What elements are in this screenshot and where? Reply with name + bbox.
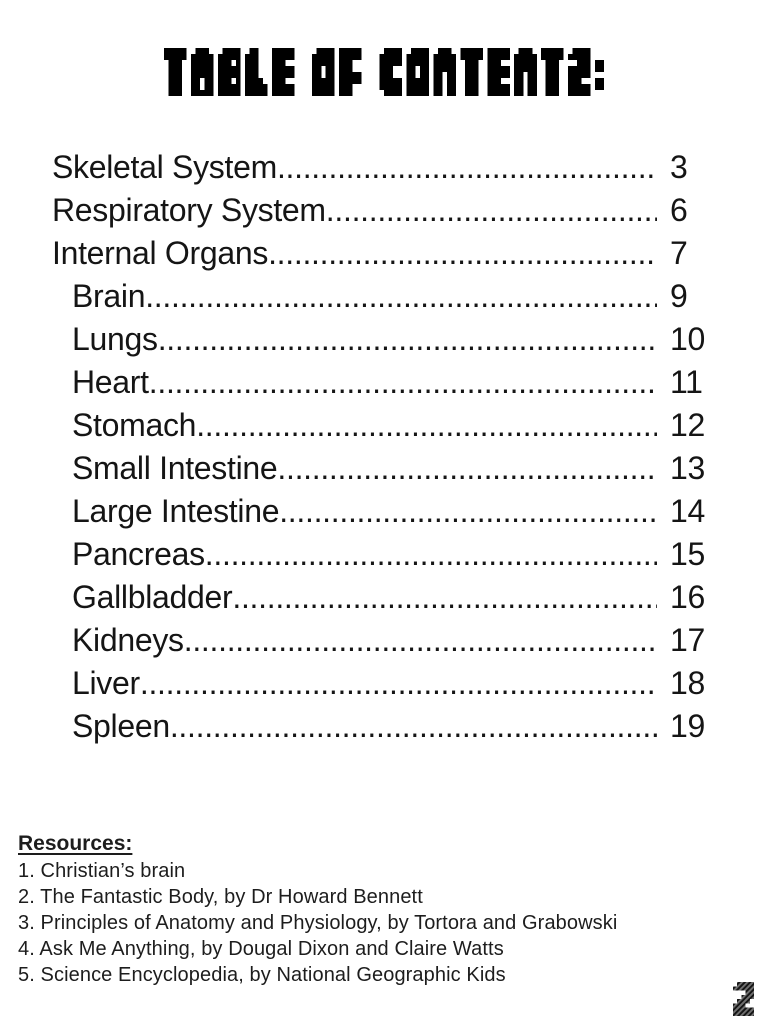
toc-entry-label: Liver [72, 665, 140, 701]
toc-dot-leader: ........................................… [268, 235, 657, 271]
toc-entry-page-number: 19 [670, 708, 705, 744]
toc-entry: Internal Organs.........................… [52, 235, 712, 278]
resources-list: 1. Christian’s brain 2. The Fantastic Bod… [18, 858, 617, 988]
resource-item: 1. Christian’s brain [18, 860, 186, 882]
resource-item: 4. Ask Me Anything, by Dougal Dixon and … [18, 938, 504, 960]
toc-entry: Kidneys.................................… [52, 622, 712, 665]
toc-entry-label: Skeletal System [52, 149, 277, 185]
toc-entry-page-number: 10 [670, 321, 705, 357]
toc-dot-leader: ........................................… [157, 321, 657, 357]
toc-entry: Small Intestine.........................… [52, 450, 712, 493]
toc-entry: Gallbladder.............................… [52, 579, 712, 622]
toc-entry-page-number: 3 [670, 149, 688, 185]
toc-entry-label: Respiratory System [52, 192, 326, 228]
toc-entry-label: Internal Organs [52, 235, 269, 271]
toc-entry: Spleen..................................… [52, 708, 712, 751]
toc-dot-leader: ........................................… [277, 450, 657, 486]
toc-dot-leader: ........................................… [232, 579, 657, 615]
toc-dot-leader: ........................................… [276, 149, 657, 185]
page-header [0, 48, 768, 101]
toc-entry: Stomach.................................… [52, 407, 712, 450]
resource-item: 2. The Fantastic Body, by Dr Howard Benn… [18, 886, 423, 908]
toc-entry-page-number: 14 [670, 493, 705, 529]
resources-section: Resources: 1. Christian’s brain 2. The Fa… [18, 831, 617, 988]
toc-entry: Lungs...................................… [52, 321, 712, 364]
page-title [164, 48, 604, 96]
toc-dot-leader: ........................................… [325, 192, 657, 228]
toc-entry-label: Brain [72, 278, 146, 314]
table-of-contents: Skeletal System.........................… [52, 149, 712, 751]
toc-entry-label: Heart [72, 364, 149, 400]
toc-dot-leader: ........................................… [204, 536, 657, 572]
toc-entry-page-number: 6 [670, 192, 688, 228]
page-number [733, 982, 755, 1017]
toc-entry: Liver...................................… [52, 665, 712, 708]
toc-dot-leader: ........................................… [169, 708, 657, 744]
toc-entry-page-number: 7 [670, 235, 688, 271]
toc-entry: Brain...................................… [52, 278, 712, 321]
toc-entry-label: Gallbladder [72, 579, 233, 615]
toc-entry: Pancreas................................… [52, 536, 712, 579]
toc-dot-leader: ........................................… [196, 407, 657, 443]
resource-item: 3. Principles of Anatomy and Physiology,… [18, 912, 618, 934]
toc-dot-leader: ........................................… [139, 665, 657, 701]
toc-entry-page-number: 17 [670, 622, 705, 658]
toc-entry-page-number: 13 [670, 450, 705, 486]
toc-dot-leader: ........................................… [145, 278, 657, 314]
toc-entry-label: Small Intestine [72, 450, 278, 486]
toc-entry-page-number: 18 [670, 665, 705, 701]
toc-dot-leader: ........................................… [148, 364, 657, 400]
toc-entry: Large Intestine.........................… [52, 493, 712, 536]
toc-entry: Heart...................................… [52, 364, 712, 407]
toc-entry-label: Large Intestine [72, 493, 280, 529]
toc-entry-page-number: 15 [670, 536, 705, 572]
toc-entry: Respiratory System......................… [52, 192, 712, 235]
toc-dot-leader: ........................................… [279, 493, 657, 529]
toc-entry-page-number: 11 [670, 364, 703, 400]
toc-entry-label: Pancreas [72, 536, 205, 572]
resource-item: 5. Science Encyclopedia, by National Geo… [18, 964, 506, 986]
toc-entry-page-number: 9 [670, 278, 688, 314]
resources-heading: Resources: [18, 832, 133, 855]
toc-entry-page-number: 12 [670, 407, 705, 443]
toc-entry-label: Spleen [72, 708, 170, 744]
toc-entry-page-number: 16 [670, 579, 705, 615]
toc-entry-label: Stomach [72, 407, 197, 443]
toc-entry-label: Lungs [72, 321, 158, 357]
page-number-digit [733, 982, 755, 1017]
toc-entry: Skeletal System.........................… [52, 149, 712, 192]
toc-dot-leader: ........................................… [183, 622, 657, 658]
toc-entry-label: Kidneys [72, 622, 184, 658]
